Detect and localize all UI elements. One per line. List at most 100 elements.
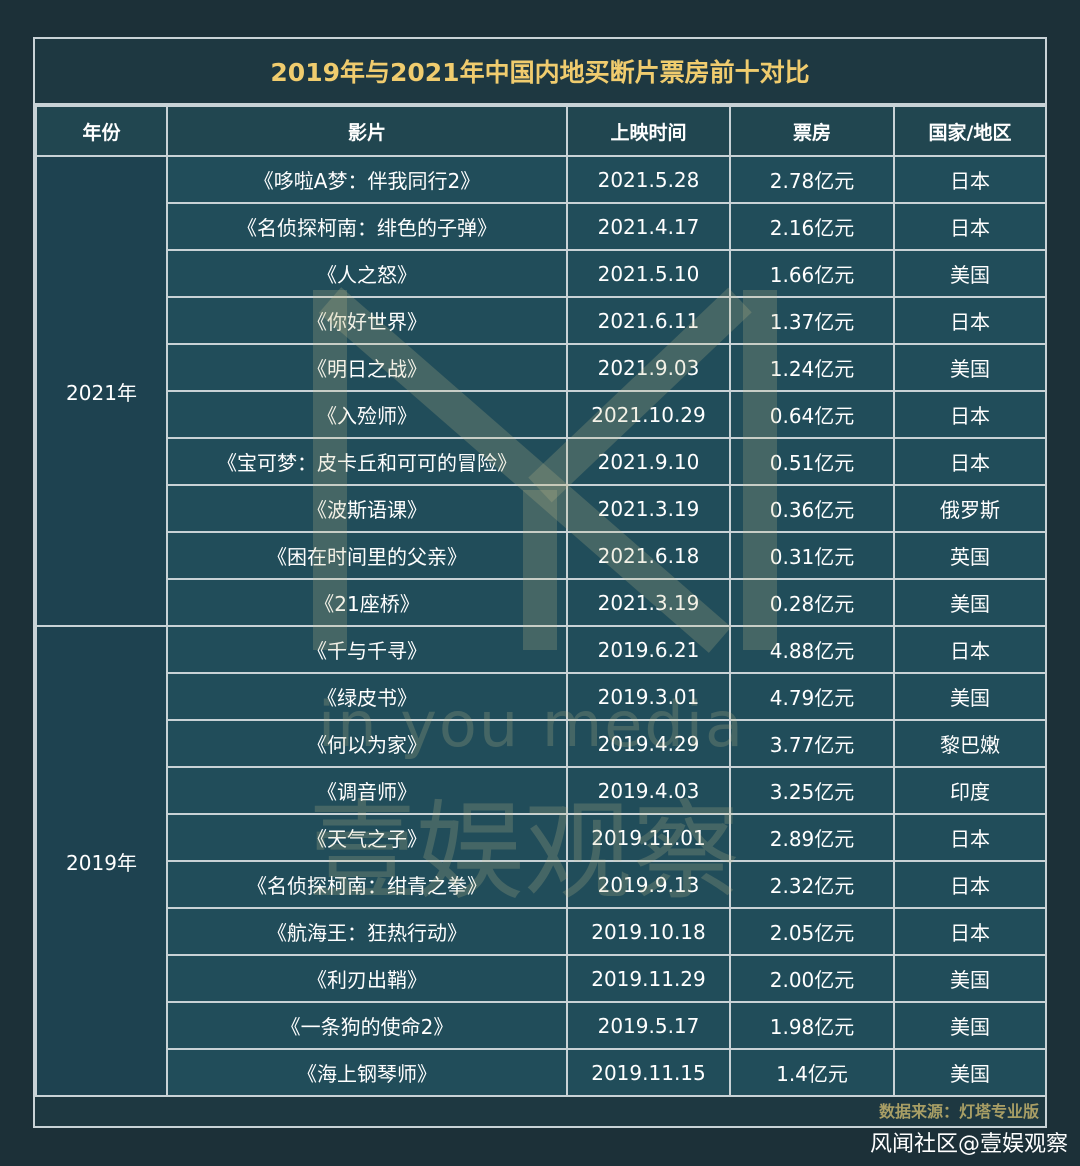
release-date-cell: 2021.3.19 — [566, 578, 731, 627]
box-office-cell: 2.05亿元 — [729, 907, 895, 956]
table-row: 《波斯语课》 2021.3.19 0.36亿元 俄罗斯 — [36, 484, 1047, 533]
table-row: 《名侦探柯南：绀青之拳》 2019.9.13 2.32亿元 日本 — [36, 860, 1047, 909]
box-office-cell: 4.88亿元 — [729, 625, 895, 674]
film-cell: 《明日之战》 — [166, 343, 568, 392]
release-date-cell: 2021.9.10 — [566, 437, 731, 486]
table-body: 2021年 《哆啦A梦：伴我同行2》 2021.5.28 2.78亿元 日本 《名侦探柯南… — [35, 155, 1047, 1097]
box-office-cell: 0.31亿元 — [729, 531, 895, 580]
header-year: 年份 — [35, 105, 168, 157]
box-office-cell: 1.37亿元 — [729, 296, 895, 345]
film-cell: 《名侦探柯南：绯色的子弹》 — [166, 202, 568, 251]
data-source: 数据来源：灯塔专业版 — [878, 1102, 1039, 1121]
box-office-cell: 3.25亿元 — [729, 766, 895, 815]
release-date-cell: 2021.9.03 — [566, 343, 731, 392]
release-date-cell: 2021.5.10 — [566, 249, 731, 298]
box-office-cell: 2.00亿元 — [729, 954, 895, 1003]
header-film: 影片 — [166, 105, 568, 157]
year-cell: 2021年 — [35, 155, 168, 627]
table-row: 《绿皮书》 2019.3.01 4.79亿元 美国 — [36, 672, 1047, 721]
film-cell: 《利刃出鞘》 — [166, 954, 568, 1003]
film-cell: 《航海王：狂热行动》 — [166, 907, 568, 956]
country-cell: 日本 — [893, 296, 1047, 345]
country-cell: 美国 — [893, 1001, 1047, 1050]
country-cell: 日本 — [893, 907, 1047, 956]
table-row: 2021年 《哆啦A梦：伴我同行2》 2021.5.28 2.78亿元 日本 — [35, 155, 1047, 627]
country-cell: 印度 — [893, 766, 1047, 815]
table-title: 2019年与2021年中国内地买断片票房前十对比 — [35, 39, 1045, 105]
film-cell: 《宝可梦：皮卡丘和可可的冒险》 — [166, 437, 568, 486]
table-row: 《何以为家》 2019.4.29 3.77亿元 黎巴嫩 — [36, 719, 1047, 768]
release-date-cell: 2019.4.29 — [566, 719, 731, 768]
release-date-cell: 2019.11.01 — [566, 813, 731, 862]
table-row: 《一条狗的使命2》 2019.5.17 1.98亿元 美国 — [36, 1001, 1047, 1050]
year-cell: 2019年 — [35, 625, 168, 1097]
table-row: 《天气之子》 2019.11.01 2.89亿元 日本 — [36, 813, 1047, 862]
table-row: 《明日之战》 2021.9.03 1.24亿元 美国 — [36, 343, 1047, 392]
film-cell: 《你好世界》 — [166, 296, 568, 345]
box-office-cell: 0.36亿元 — [729, 484, 895, 533]
box-office-cell: 2.78亿元 — [729, 155, 895, 204]
country-cell: 美国 — [893, 578, 1047, 627]
film-cell: 《哆啦A梦：伴我同行2》 — [166, 155, 568, 204]
release-date-cell: 2019.11.29 — [566, 954, 731, 1003]
film-cell: 《一条狗的使命2》 — [166, 1001, 568, 1050]
box-office-cell: 0.51亿元 — [729, 437, 895, 486]
table-row: 2019年 《千与千寻》 2019.6.21 4.88亿元 日本 — [35, 625, 1047, 1097]
film-cell: 《调音师》 — [166, 766, 568, 815]
header-row: 年份 影片 上映时间 票房 国家/地区 — [35, 105, 1047, 157]
table-row: 《名侦探柯南：绯色的子弹》 2021.4.17 2.16亿元 日本 — [36, 202, 1047, 251]
table-row: 《利刃出鞘》 2019.11.29 2.00亿元 美国 — [36, 954, 1047, 1003]
table-row: 《你好世界》 2021.6.11 1.37亿元 日本 — [36, 296, 1047, 345]
country-cell: 日本 — [893, 202, 1047, 251]
box-office-cell: 1.24亿元 — [729, 343, 895, 392]
release-date-cell: 2021.10.29 — [566, 390, 731, 439]
footer-watermark: 风闻社区@壹娱观察 — [869, 1132, 1068, 1157]
country-cell: 美国 — [893, 1048, 1047, 1097]
country-cell: 俄罗斯 — [893, 484, 1047, 533]
film-cell: 《困在时间里的父亲》 — [166, 531, 568, 580]
film-cell: 《海上钢琴师》 — [166, 1048, 568, 1097]
release-date-cell: 2019.11.15 — [566, 1048, 731, 1097]
header-box-office: 票房 — [729, 105, 895, 157]
box-office-cell: 2.89亿元 — [729, 813, 895, 862]
film-cell: 《绿皮书》 — [166, 672, 568, 721]
release-date-cell: 2019.4.03 — [566, 766, 731, 815]
table-row: 《困在时间里的父亲》 2021.6.18 0.31亿元 英国 — [36, 531, 1047, 580]
film-cell: 《千与千寻》 — [166, 625, 568, 674]
box-office-cell: 1.4亿元 — [729, 1048, 895, 1097]
country-cell: 日本 — [893, 860, 1047, 909]
box-office-table: 年份 影片 上映时间 票房 国家/地区 2021年 《哆啦A梦：伴我同行2》 202… — [35, 105, 1047, 1097]
country-cell: 日本 — [893, 813, 1047, 862]
box-office-cell: 2.16亿元 — [729, 202, 895, 251]
film-cell: 《何以为家》 — [166, 719, 568, 768]
table-row: 《21座桥》 2021.3.19 0.28亿元 美国 — [36, 578, 1047, 627]
release-date-cell: 2021.6.11 — [566, 296, 731, 345]
release-date-cell: 2021.4.17 — [566, 202, 731, 251]
release-date-cell: 2021.6.18 — [566, 531, 731, 580]
table-row: 《航海王：狂热行动》 2019.10.18 2.05亿元 日本 — [36, 907, 1047, 956]
film-cell: 《入殓师》 — [166, 390, 568, 439]
box-office-cell: 1.98亿元 — [729, 1001, 895, 1050]
box-office-cell: 4.79亿元 — [729, 672, 895, 721]
country-cell: 美国 — [893, 249, 1047, 298]
box-office-cell: 1.66亿元 — [729, 249, 895, 298]
country-cell: 美国 — [893, 672, 1047, 721]
release-date-cell: 2019.9.13 — [566, 860, 731, 909]
release-date-cell: 2019.5.17 — [566, 1001, 731, 1050]
release-date-cell: 2019.3.01 — [566, 672, 731, 721]
country-cell: 日本 — [893, 625, 1047, 674]
box-office-cell: 3.77亿元 — [729, 719, 895, 768]
film-cell: 《人之怒》 — [166, 249, 568, 298]
header-release-date: 上映时间 — [566, 105, 731, 157]
box-office-cell: 0.64亿元 — [729, 390, 895, 439]
table-row: 《海上钢琴师》 2019.11.15 1.4亿元 美国 — [36, 1048, 1047, 1097]
film-cell: 《21座桥》 — [166, 578, 568, 627]
table-row: 《人之怒》 2021.5.10 1.66亿元 美国 — [36, 249, 1047, 298]
release-date-cell: 2021.5.28 — [566, 155, 731, 204]
country-cell: 美国 — [893, 954, 1047, 1003]
table-row: 《调音师》 2019.4.03 3.25亿元 印度 — [36, 766, 1047, 815]
release-date-cell: 2019.10.18 — [566, 907, 731, 956]
film-cell: 《名侦探柯南：绀青之拳》 — [166, 860, 568, 909]
country-cell: 黎巴嫩 — [893, 719, 1047, 768]
table-frame: 2019年与2021年中国内地买断片票房前十对比 年份 影片 上映时间 票房 国… — [33, 37, 1047, 1128]
